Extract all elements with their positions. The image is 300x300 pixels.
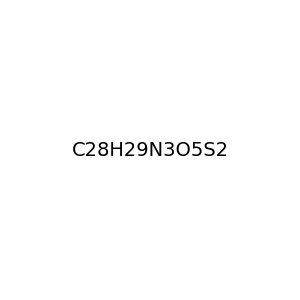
Text: C28H29N3O5S2: C28H29N3O5S2 [71, 140, 229, 160]
